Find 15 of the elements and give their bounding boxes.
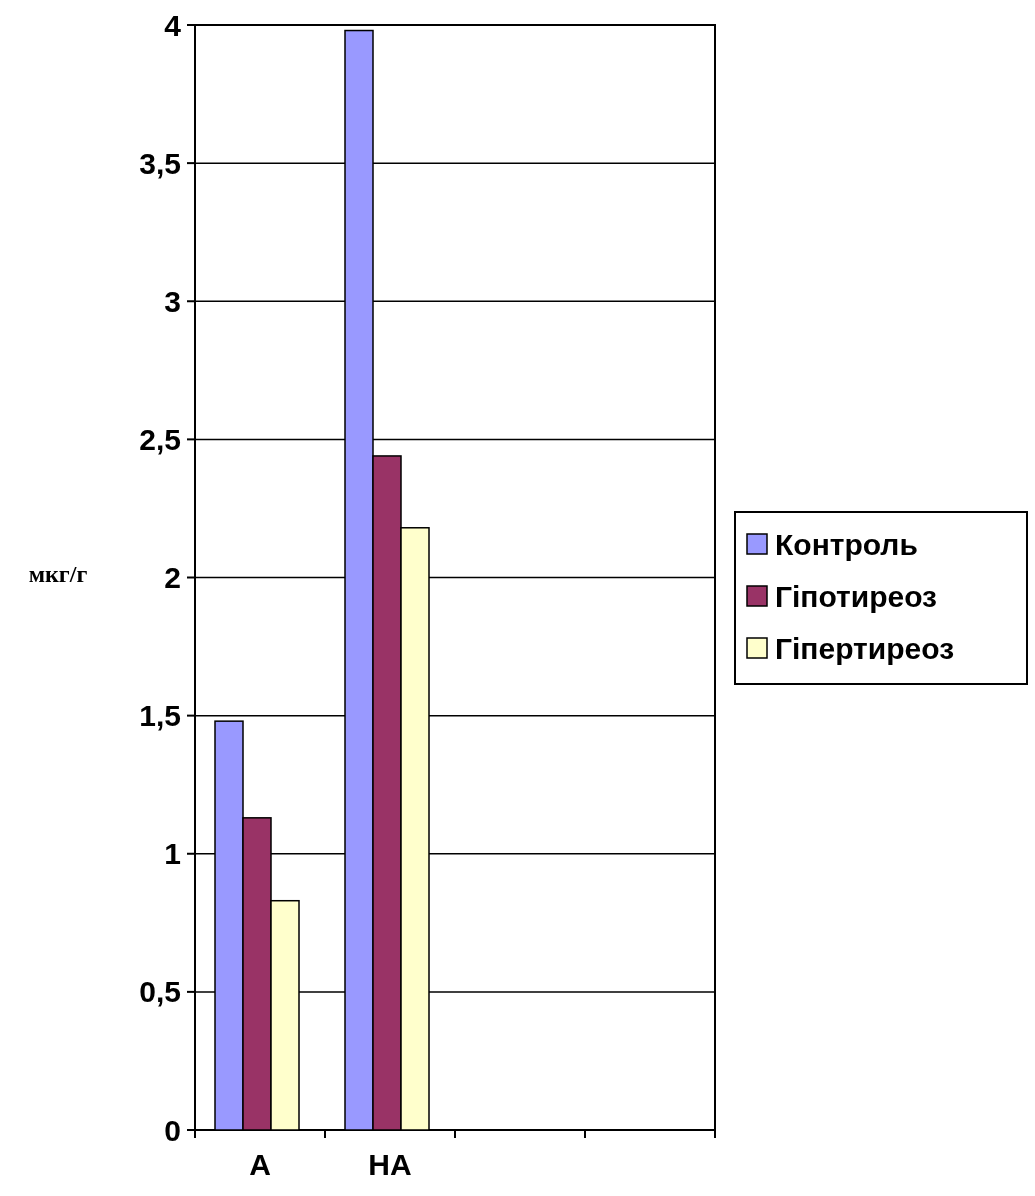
y-tick-label: 4 xyxy=(164,8,182,42)
x-tick-label: НА xyxy=(368,1148,412,1181)
y-tick-label: 3 xyxy=(164,284,181,318)
y-tick-label: 0 xyxy=(164,1113,181,1147)
legend-label: Гіпертиреоз xyxy=(775,631,955,665)
y-tick-label: 3,5 xyxy=(139,146,181,180)
y-tick-label: 2 xyxy=(164,561,181,594)
y-tick-label: 0,5 xyxy=(139,975,181,1009)
legend-label: Гіпотиреоз xyxy=(775,579,938,613)
legend-label: Контроль xyxy=(775,527,918,561)
x-tick-label: А xyxy=(249,1148,271,1181)
y-tick-label: 2,5 xyxy=(139,422,181,456)
y-axis-title: мкг/г xyxy=(28,561,88,587)
y-tick-label: 1,5 xyxy=(139,699,181,733)
y-tick-label: 1 xyxy=(164,837,181,871)
